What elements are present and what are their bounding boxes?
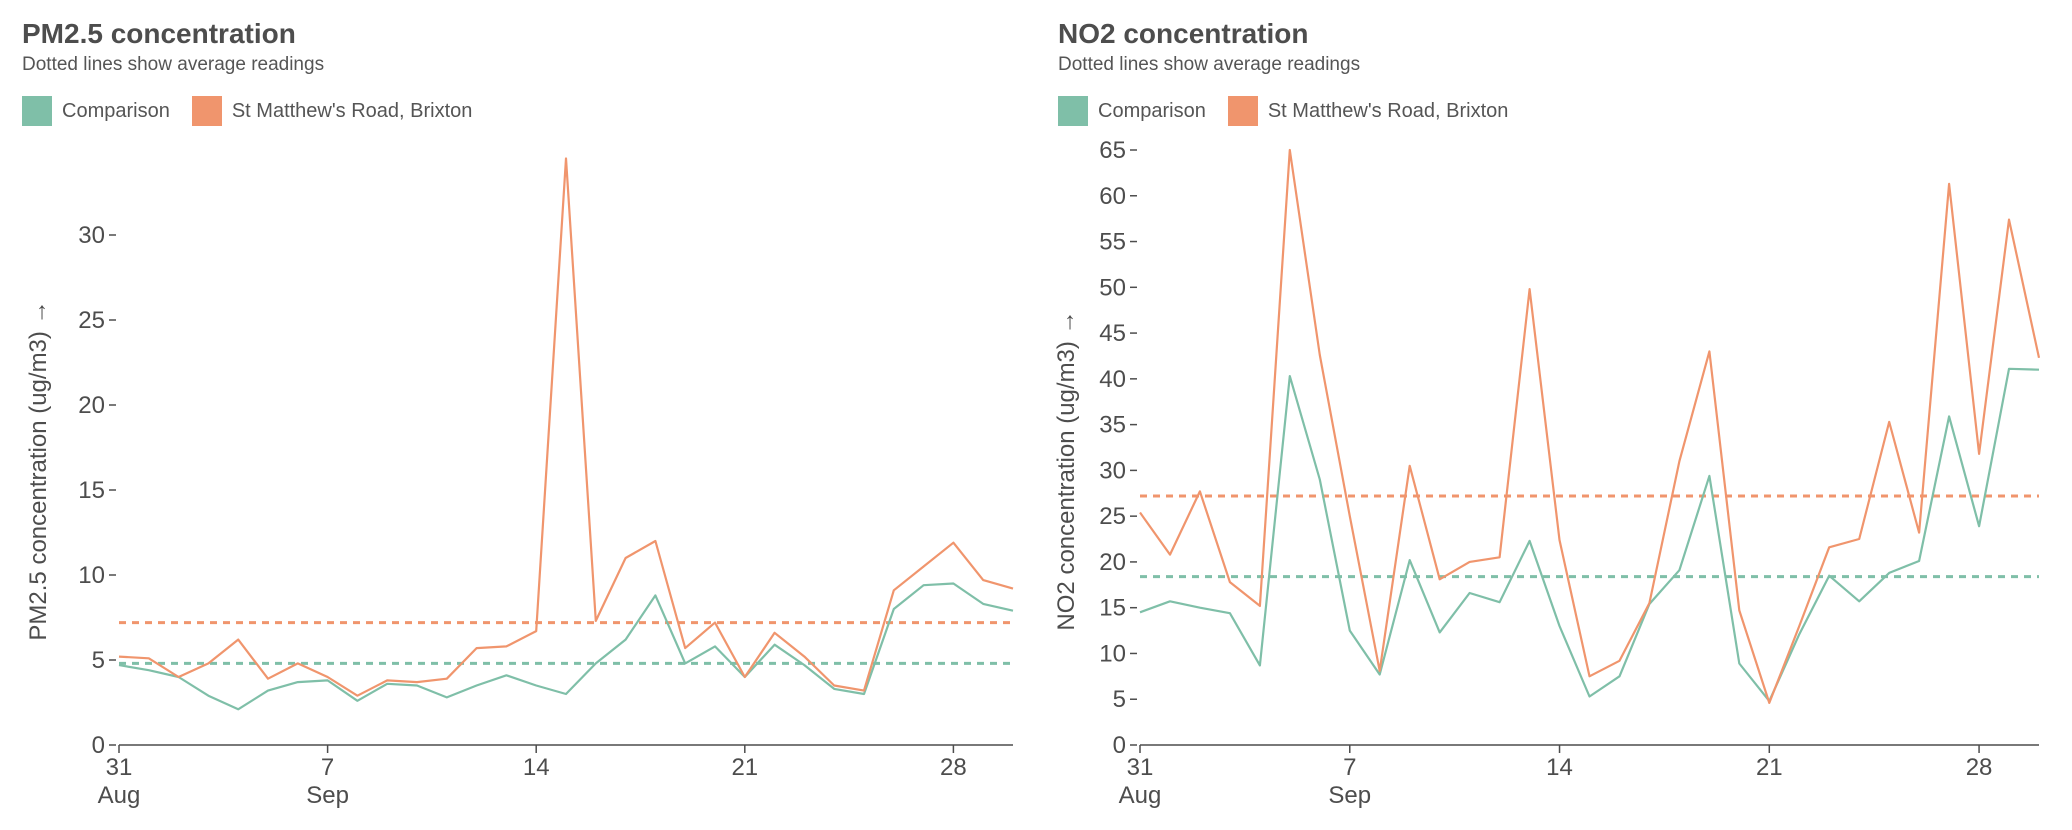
pm25-legend-comparison-swatch [22,96,52,126]
no2-y-tick-label: 25 [1099,503,1126,530]
no2-x-tick-day: 28 [1966,754,1993,781]
pm25-y-tick-label: 30 [78,222,105,249]
pm25-x-tick-day: 31 [106,754,133,781]
pm25-chart-panel: PM2.5 concentration Dotted lines show av… [22,18,1014,809]
no2-comparison-series-line [1139,367,2040,703]
pm25-y-axis-label: PM2.5 concentration (ug/m3) → [25,300,52,640]
no2-legend-comparison-label: Comparison [1098,99,1206,122]
pm25-comparison-series-line [118,582,1014,711]
no2-y-tick-label: 35 [1099,412,1126,439]
pm25-legend-site: St Matthew's Road, Brixton [191,96,473,126]
pm25-legend-site-swatch [191,96,222,126]
no2-y-tick-label: 65 [1099,137,1126,164]
pm25-y-tick-label: 10 [78,562,105,589]
no2-legend-site-label: St Matthew's Road, Brixton [1267,99,1509,122]
pm25-legend-comparison-label: Comparison [62,99,170,122]
no2-x-tick-day: 14 [1546,754,1573,781]
no2-line-chart: 0 5 10 15 20 25 30 35 40 45 50 55 60 65 NO2 concentrat… [1053,137,2041,809]
no2-y-tick-label: 5 [1113,686,1126,713]
no2-y-tick-label: 15 [1099,595,1126,622]
no2-chart-panel: NO2 concentration Dotted lines show aver… [1036,0,2072,830]
no2-y-tick-label: 0 [1113,732,1126,759]
no2-y-tick-label: 40 [1099,366,1126,393]
pm25-legend-site-label: St Matthew's Road, Brixton [231,99,473,122]
no2-y-tick-label: 50 [1099,274,1126,301]
pm25-y-tick-label: 15 [78,477,105,504]
pm25-y-tick-label: 25 [78,307,105,334]
pm25-y-tick-label: 5 [92,647,105,674]
no2-y-tick-label: 55 [1099,229,1126,256]
no2-x-tick-month: Aug [1119,782,1162,809]
no2-y-tick-label: 10 [1099,640,1126,667]
no2-legend-comparison-swatch [1058,96,1088,126]
no2-chart-title: NO2 concentration [1058,18,1309,49]
pm25-y-tick-label: 20 [78,392,105,419]
pm25-x-tick-month: Sep [306,782,349,809]
no2-chart-subtitle: Dotted lines show average readings [1058,54,1361,75]
pm25-chart-subtitle: Dotted lines show average readings [22,54,325,75]
pm25-x-tick-day: 28 [940,754,967,781]
no2-legend-site-swatch [1227,96,1258,126]
no2-site-series-line [1139,148,2041,705]
pm25-y-tick-label: 0 [92,732,105,759]
no2-y-axis-label: NO2 concentration (ug/m3) → [1053,310,1080,630]
no2-y-tick-label: 20 [1099,549,1126,576]
pm25-line-chart: 0 5 10 15 20 25 30 PM2.5 concentration (ug/m3) … [25,157,1014,809]
pm25-x-tick-month: Aug [98,782,141,809]
no2-legend: Comparison St Matthew's Road, Brixton [1058,96,1530,126]
pm25-chart-title: PM2.5 concentration [22,18,296,49]
pm25-x-tick-day: 21 [731,754,758,781]
no2-legend-site: St Matthew's Road, Brixton [1227,96,1509,126]
no2-y-tick-label: 60 [1099,183,1126,210]
pm25-legend: Comparison St Matthew's Road, Brixton [22,96,494,126]
no2-y-tick-label: 30 [1099,457,1126,484]
no2-y-tick-label: 45 [1099,320,1126,347]
no2-x-tick-month: Sep [1328,782,1371,809]
no2-x-tick-day: 31 [1127,754,1154,781]
no2-x-tick-day: 7 [1343,754,1356,781]
no2-legend-comparison: Comparison [1058,96,1206,126]
pm25-x-tick-day: 14 [523,754,550,781]
pm25-x-tick-day: 7 [321,754,334,781]
pm25-site-series-line [118,157,1014,697]
no2-x-tick-day: 21 [1756,754,1783,781]
pm25-legend-comparison: Comparison [22,96,170,126]
